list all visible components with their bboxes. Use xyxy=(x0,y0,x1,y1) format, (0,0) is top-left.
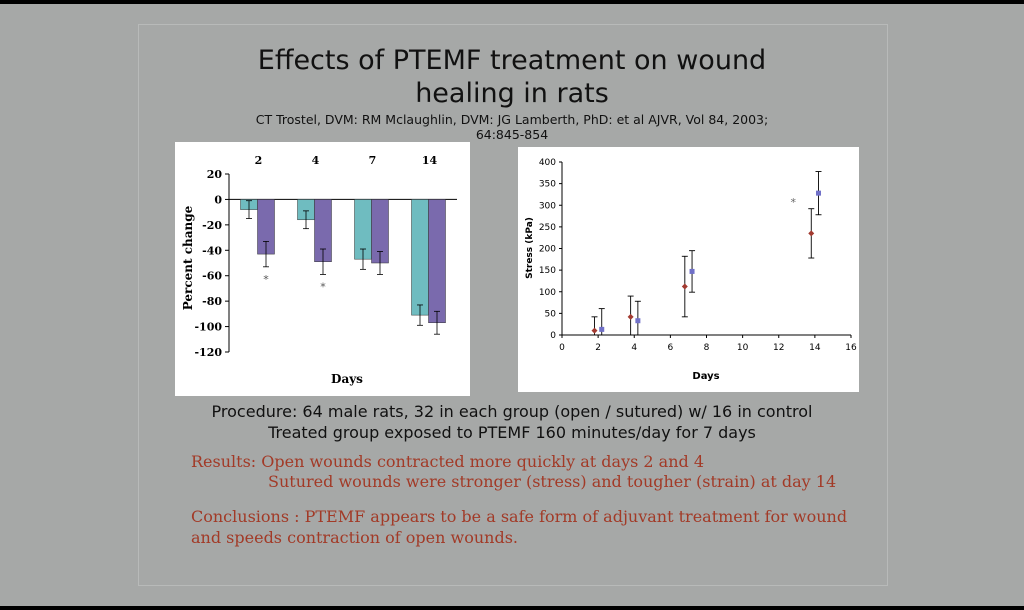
bar-significance-mark: * xyxy=(263,273,269,286)
procedure-line-1: Procedure: 64 male rats, 32 in each grou… xyxy=(211,402,813,421)
bar-y-tick-label: 20 xyxy=(207,168,223,181)
slide-frame xyxy=(138,24,888,586)
title-line-2: healing in rats xyxy=(415,78,609,109)
title-line-1: Effects of PTEMF treatment on wound xyxy=(257,45,767,76)
bar-chart: 20 0 -20 -40 -60 -80 -100 -120 2 4 7 14 * * Percent … xyxy=(181,154,457,386)
procedure-line-2: Treated group exposed to PTEMF 160 minut… xyxy=(268,423,756,442)
citation: CT Trostel, DVM: RM Mclaughlin, DVM: JG … xyxy=(200,112,824,142)
bar-y-tick-label: -20 xyxy=(202,219,222,232)
scatter-point-treated xyxy=(815,190,821,196)
citation-line-2: 64:845-854 xyxy=(475,127,549,142)
bar-category-label: 4 xyxy=(312,154,320,167)
scatter-chart-ylabel: Stress (kPa) xyxy=(525,217,535,279)
bar-y-tick-label: -100 xyxy=(194,321,222,334)
bar-category-label: 7 xyxy=(369,154,377,167)
bar-y-tick-label: -60 xyxy=(202,270,222,283)
scatter-x-tick-label: 10 xyxy=(737,343,749,353)
results-line-1: Results: Open wounds contracted more qui… xyxy=(191,452,705,471)
scatter-x-tick-label: 14 xyxy=(809,343,821,353)
scatter-point-control xyxy=(681,283,688,290)
scatter-x-tick-label: 0 xyxy=(559,343,565,353)
scatter-chart-panel: 0 50 100 150 200 250 300 350 400 0 2 4 6 8 10 12 14 16 * … xyxy=(518,147,859,392)
scatter-y-tick-label: 300 xyxy=(539,201,556,211)
bar-category-label: 14 xyxy=(422,154,438,167)
scatter-chart-xlabel: Days xyxy=(692,371,719,382)
scatter-point-treated xyxy=(635,318,641,324)
bar-y-tick-label: 0 xyxy=(214,193,222,206)
results-line-2: Sutured wounds were stronger (stress) an… xyxy=(268,472,837,491)
scatter-x-tick-label: 16 xyxy=(845,343,857,353)
scatter-x-tick-label: 2 xyxy=(595,343,601,353)
bar-control xyxy=(411,199,429,316)
scatter-x-tick-label: 12 xyxy=(773,343,784,353)
scatter-point-control xyxy=(591,327,598,334)
scatter-y-tick-label: 150 xyxy=(539,266,556,276)
scatter-y-tick-label: 250 xyxy=(539,223,556,233)
bar-category-label: 2 xyxy=(255,154,263,167)
scatter-point-treated xyxy=(599,326,605,332)
bar-treated xyxy=(428,199,446,324)
scatter-significance-mark: * xyxy=(790,196,796,209)
bar-chart-xlabel: Days xyxy=(331,372,363,386)
scatter-point-control xyxy=(808,230,815,237)
citation-line-1: CT Trostel, DVM: RM Mclaughlin, DVM: JG … xyxy=(255,112,769,127)
scatter-x-tick-label: 6 xyxy=(668,343,674,353)
slide-title: Effects of PTEMF treatment on wound heal… xyxy=(200,44,824,110)
scatter-y-tick-label: 50 xyxy=(545,309,557,319)
bar-significance-mark: * xyxy=(320,280,326,293)
scatter-point-treated xyxy=(689,268,695,274)
bar-y-tick-label: -80 xyxy=(202,295,222,308)
bar-chart-panel: 20 0 -20 -40 -60 -80 -100 -120 2 4 7 14 * * Percent … xyxy=(175,142,470,396)
scatter-y-tick-label: 400 xyxy=(539,158,556,168)
conclusions-line-2: and speeds contraction of open wounds. xyxy=(191,528,518,547)
conclusions-line-1: Conclusions : PTEMF appears to be a safe… xyxy=(191,507,848,526)
scatter-y-tick-label: 0 xyxy=(550,331,556,341)
scatter-y-tick-label: 200 xyxy=(539,245,556,255)
bar-chart-ylabel: Percent change xyxy=(181,205,195,310)
scatter-y-tick-label: 350 xyxy=(539,180,556,190)
scatter-x-tick-label: 4 xyxy=(631,343,637,353)
bar-y-tick-label: -40 xyxy=(202,244,222,257)
scatter-point-control xyxy=(627,313,634,320)
scatter-x-tick-label: 8 xyxy=(704,343,710,353)
scatter-y-tick-label: 100 xyxy=(539,288,556,298)
bar-y-tick-label: -120 xyxy=(194,346,222,359)
